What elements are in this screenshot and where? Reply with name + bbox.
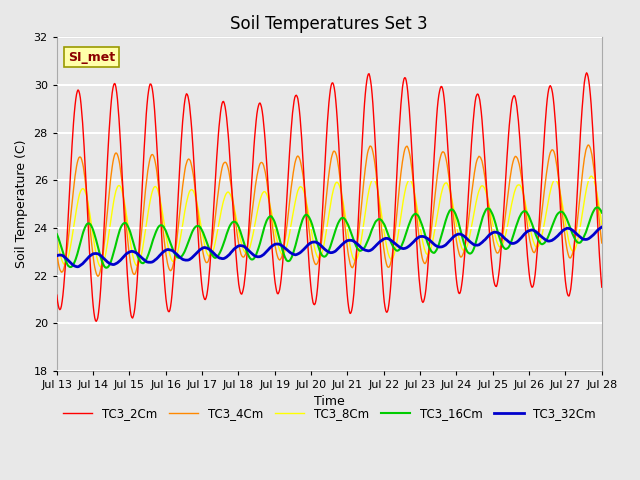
TC3_16Cm: [53, 231, 61, 237]
Line: TC3_32Cm: TC3_32Cm: [57, 227, 602, 267]
TC3_8Cm: [396, 218, 404, 224]
TC3_8Cm: [63, 259, 70, 264]
TC3_4Cm: [63, 250, 70, 256]
TC3_4Cm: [598, 240, 605, 246]
TC3_2Cm: [53, 292, 61, 298]
TC3_8Cm: [412, 199, 420, 204]
TC3_32Cm: [412, 236, 420, 242]
TC3_16Cm: [63, 260, 70, 266]
TC3_2Cm: [92, 318, 100, 324]
TC3_4Cm: [120, 193, 127, 199]
TC3_16Cm: [120, 221, 127, 227]
TC3_2Cm: [63, 241, 70, 247]
TC3_32Cm: [53, 253, 61, 259]
TC3_32Cm: [175, 253, 182, 259]
TC3_32Cm: [598, 224, 605, 230]
Line: TC3_4Cm: TC3_4Cm: [57, 145, 602, 276]
TC3_32Cm: [74, 264, 81, 270]
Title: Soil Temperatures Set 3: Soil Temperatures Set 3: [230, 15, 428, 33]
Y-axis label: Soil Temperature (C): Soil Temperature (C): [15, 140, 28, 268]
TC3_16Cm: [598, 210, 605, 216]
TC3_4Cm: [204, 259, 211, 265]
TC3_32Cm: [63, 256, 70, 262]
TC3_16Cm: [593, 204, 601, 210]
TC3_16Cm: [412, 211, 420, 217]
TC3_2Cm: [204, 287, 211, 292]
TC3_32Cm: [120, 254, 127, 260]
Line: TC3_8Cm: TC3_8Cm: [57, 176, 602, 267]
TC3_8Cm: [175, 243, 182, 249]
TC3_16Cm: [204, 242, 211, 248]
TC3_4Cm: [53, 251, 61, 256]
X-axis label: Time: Time: [314, 396, 345, 408]
TC3_16Cm: [175, 255, 182, 261]
TC3_32Cm: [204, 246, 211, 252]
TC3_8Cm: [588, 173, 595, 179]
TC3_8Cm: [53, 233, 61, 239]
TC3_16Cm: [396, 246, 404, 252]
TC3_2Cm: [175, 180, 182, 186]
TC3_8Cm: [598, 221, 605, 227]
TC3_4Cm: [175, 219, 182, 225]
Line: TC3_2Cm: TC3_2Cm: [57, 73, 602, 321]
TC3_2Cm: [396, 112, 404, 118]
TC3_32Cm: [396, 245, 404, 251]
TC3_2Cm: [598, 284, 605, 290]
TC3_4Cm: [584, 142, 592, 148]
TC3_2Cm: [120, 199, 127, 205]
TC3_8Cm: [120, 195, 127, 201]
TC3_8Cm: [97, 264, 104, 270]
TC3_4Cm: [94, 273, 102, 279]
TC3_4Cm: [396, 177, 404, 183]
Text: SI_met: SI_met: [68, 51, 115, 64]
Line: TC3_16Cm: TC3_16Cm: [57, 207, 602, 268]
TC3_2Cm: [583, 70, 591, 76]
TC3_16Cm: [102, 265, 110, 271]
TC3_2Cm: [412, 228, 420, 234]
Legend: TC3_2Cm, TC3_4Cm, TC3_8Cm, TC3_16Cm, TC3_32Cm: TC3_2Cm, TC3_4Cm, TC3_8Cm, TC3_16Cm, TC3…: [58, 402, 600, 425]
TC3_4Cm: [412, 206, 420, 212]
TC3_8Cm: [204, 252, 211, 257]
